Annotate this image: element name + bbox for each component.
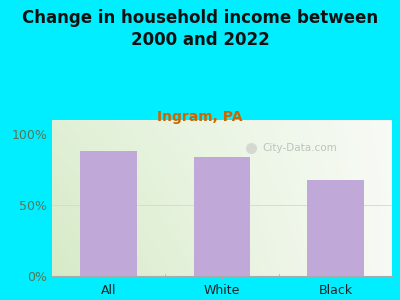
Text: Change in household income between
2000 and 2022: Change in household income between 2000 …	[22, 9, 378, 49]
Bar	[307, 180, 364, 276]
Text: City-Data.com: City-Data.com	[263, 143, 338, 153]
Bar	[194, 157, 250, 276]
Text: Ingram, PA: Ingram, PA	[157, 110, 243, 124]
Bar	[80, 151, 137, 276]
